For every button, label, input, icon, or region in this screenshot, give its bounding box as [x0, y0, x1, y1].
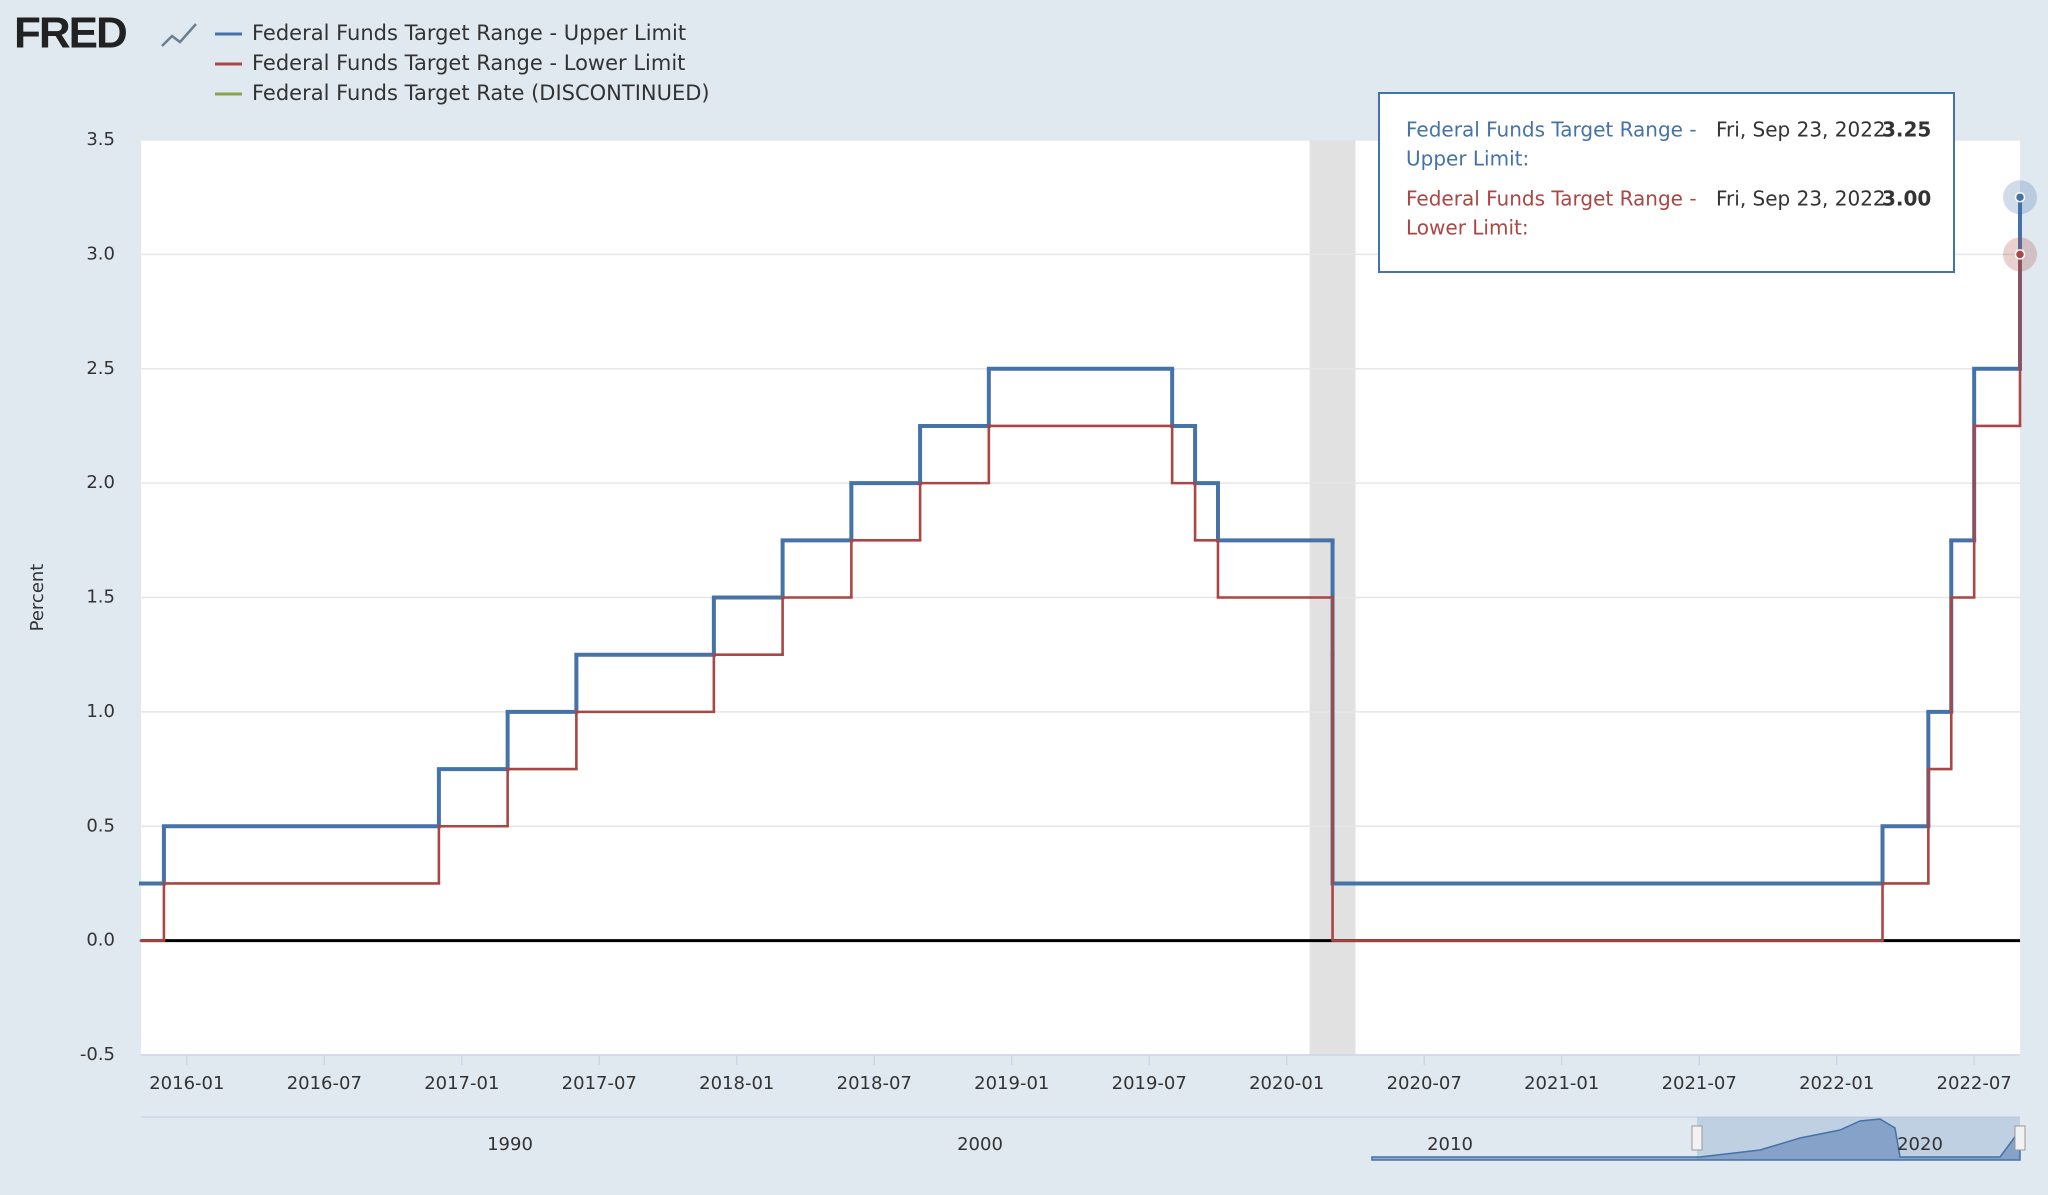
x-tick-label: 2016-07	[287, 1073, 362, 1094]
y-tick-label: 0.5	[86, 815, 115, 836]
x-tick-label: 2020-01	[1249, 1073, 1324, 1094]
x-tick-label: 2020-07	[1387, 1073, 1462, 1094]
tooltip-label: Federal Funds Target Range -	[1406, 118, 1697, 142]
legend-label[interactable]: Federal Funds Target Range - Upper Limit	[252, 21, 686, 45]
tooltip-value: 3.00	[1882, 187, 1931, 211]
tooltip-date: Fri, Sep 23, 2022	[1716, 118, 1886, 142]
legend-label[interactable]: Federal Funds Target Rate (DISCONTINUED)	[252, 81, 710, 105]
y-tick-label: 2.0	[86, 472, 115, 493]
y-tick-label: 1.5	[86, 587, 115, 608]
x-tick-label: 2022-07	[1937, 1073, 2012, 1094]
x-tick-label: 2021-01	[1524, 1073, 1599, 1094]
y-tick-label: 3.0	[86, 243, 115, 264]
tooltip-date: Fri, Sep 23, 2022	[1716, 187, 1886, 211]
hover-point	[2014, 191, 2026, 203]
tooltip-label: Upper Limit:	[1406, 147, 1529, 171]
y-tick-label: 0.0	[86, 930, 115, 951]
x-tick-label: 2018-07	[837, 1073, 912, 1094]
x-tick-label: 2019-07	[1112, 1073, 1187, 1094]
navigator-label: 2000	[957, 1134, 1003, 1155]
x-tick-label: 2017-07	[562, 1073, 637, 1094]
logo-icon	[161, 23, 197, 47]
tooltip-label: Federal Funds Target Range -	[1406, 187, 1697, 211]
tooltip-box	[1378, 92, 1955, 273]
navigator-label: 2020	[1897, 1134, 1943, 1155]
y-tick-label: 1.0	[86, 701, 115, 722]
x-tick-label: 2016-01	[149, 1073, 224, 1094]
y-tick-label: 2.5	[86, 358, 115, 379]
tooltip-value: 3.25	[1882, 118, 1931, 142]
navigator-label: 1990	[487, 1134, 533, 1155]
x-tick-label: 2019-01	[974, 1073, 1049, 1094]
navigator-label: 2010	[1427, 1134, 1473, 1155]
navigator-handle[interactable]	[2014, 1125, 2026, 1151]
hover-point	[2014, 249, 2026, 260]
legend-label[interactable]: Federal Funds Target Range - Lower Limit	[252, 51, 685, 75]
x-tick-label: 2018-01	[699, 1073, 774, 1094]
x-tick-label: 2022-01	[1799, 1073, 1874, 1094]
logo: FRED	[14, 9, 126, 58]
y-tick-label: 3.5	[86, 129, 115, 150]
navigator-handle[interactable]	[1691, 1125, 1703, 1151]
y-axis-label: Percent	[27, 564, 48, 632]
x-tick-label: 2021-07	[1662, 1073, 1737, 1094]
y-tick-label: -0.5	[80, 1044, 115, 1065]
tooltip-label: Lower Limit:	[1406, 216, 1529, 240]
x-tick-label: 2017-01	[424, 1073, 499, 1094]
navigator-series	[1371, 1118, 2021, 1161]
